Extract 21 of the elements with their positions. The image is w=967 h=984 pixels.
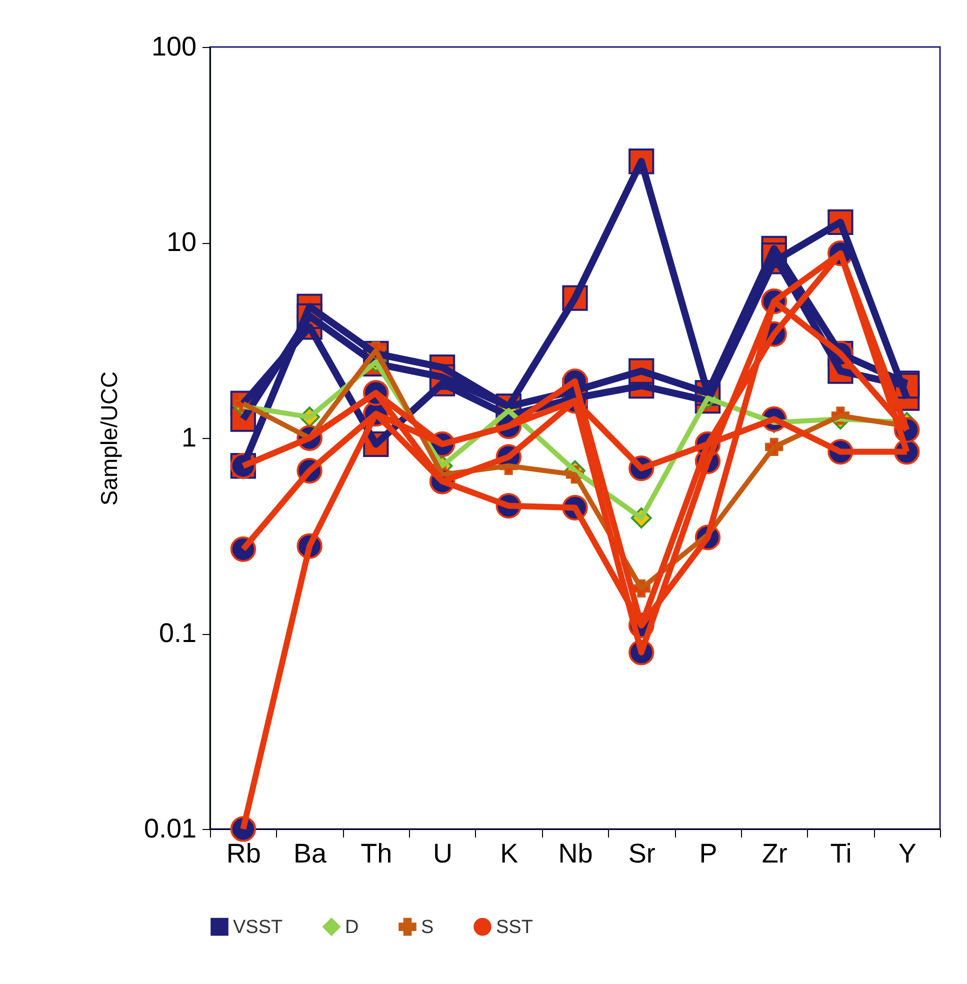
y-tick-label: 0.01: [144, 814, 196, 844]
x-tick-label: P: [699, 838, 718, 868]
legend-label: D: [345, 916, 359, 938]
x-tick-label: Nb: [558, 838, 593, 868]
y-tick-label: 1: [181, 422, 196, 452]
legend-label: VSST: [233, 916, 284, 938]
y-axis-title: Sample/UCC: [96, 371, 122, 506]
x-tick-label: K: [500, 838, 518, 868]
x-tick-label: Zr: [762, 838, 788, 868]
legend-label: S: [421, 916, 434, 938]
y-tick-label: 0.1: [158, 618, 196, 648]
x-tick-label: Ba: [294, 838, 328, 868]
x-tick-label: Ti: [830, 838, 852, 868]
x-tick-label: U: [433, 838, 453, 868]
y-tick-label: 100: [151, 32, 196, 62]
x-tick-label: Sr: [628, 838, 656, 868]
x-tick-label: Y: [898, 838, 916, 868]
x-tick-label: Rb: [226, 838, 261, 868]
legend-label: SST: [496, 916, 534, 938]
x-tick-label: Th: [360, 838, 392, 868]
y-tick-label: 10: [166, 227, 196, 257]
